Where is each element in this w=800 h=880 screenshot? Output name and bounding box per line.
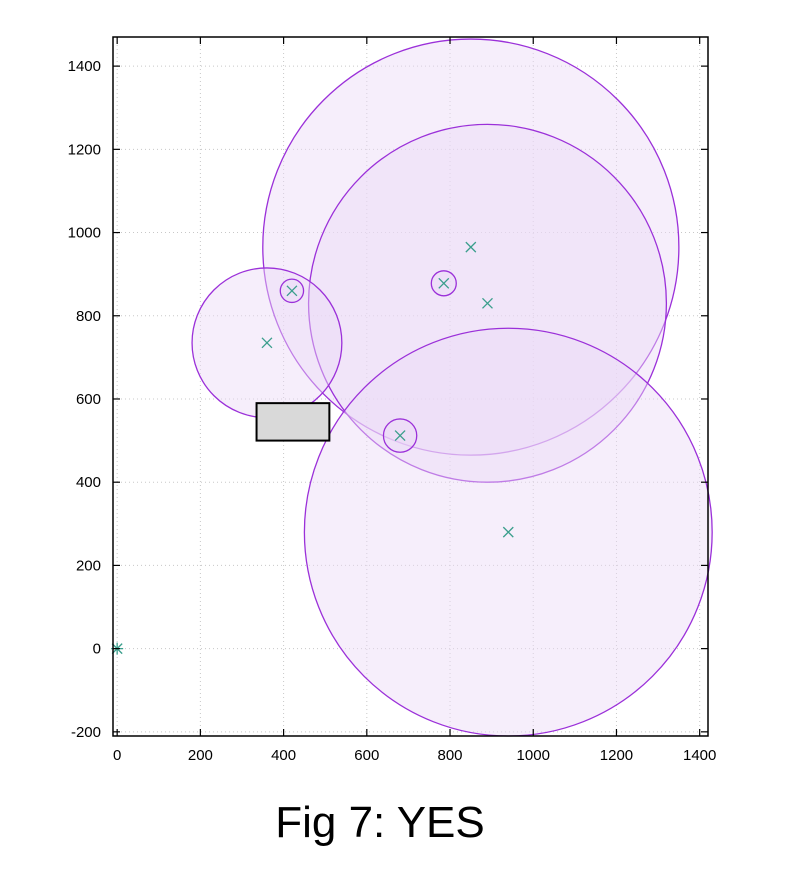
point-marker-stroke <box>482 297 493 309</box>
y-tick-label: 1000 <box>68 225 101 242</box>
point-marker <box>465 241 477 253</box>
point-marker <box>502 526 514 538</box>
y-tick-label: 200 <box>76 557 101 574</box>
y-tick-label: 1200 <box>68 141 101 158</box>
point-marker-stroke <box>394 430 406 442</box>
y-tick-label: -200 <box>71 724 101 741</box>
x-tick-label: 200 <box>188 747 213 764</box>
point-marker <box>394 430 406 442</box>
x-tick-label: 400 <box>271 747 296 764</box>
point-marker-stroke <box>286 285 298 297</box>
point-marker <box>261 337 273 349</box>
x-tick-label: 1000 <box>517 747 550 764</box>
circles <box>191 38 713 737</box>
figure-caption: Fig 7: YES <box>275 798 485 847</box>
x-tick-label: 600 <box>354 747 379 764</box>
point-marker <box>438 277 450 289</box>
point-marker <box>286 285 298 297</box>
point-marker-stroke <box>438 277 450 289</box>
chart: 0 200 400 600 800 1000 1200 1400 -200 0 200 400 600 8… <box>68 36 717 764</box>
tick-labels: 0 200 400 600 800 1000 1200 1400 -200 0 200 400 600 8… <box>68 58 717 764</box>
plot-frame <box>112 36 709 737</box>
y-tick-label: 800 <box>76 308 101 325</box>
axes <box>112 36 709 737</box>
x-tick-label: 800 <box>438 747 463 764</box>
y-tick-label: 600 <box>76 391 101 408</box>
x-tick-label: 1400 <box>683 747 716 764</box>
x-tick-label: 0 <box>113 747 121 764</box>
obstacle-rectangle <box>255 402 331 442</box>
point-marker-stroke <box>465 241 477 253</box>
rectangle-layer <box>255 402 331 442</box>
point-marker-stroke <box>261 337 273 349</box>
point-marker <box>482 297 493 309</box>
y-tick-label: 1400 <box>68 58 101 75</box>
grid <box>113 37 708 736</box>
x-tick-label: 1200 <box>600 747 633 764</box>
point-marker-stroke <box>502 526 514 538</box>
y-tick-label: 400 <box>76 474 101 491</box>
y-tick-label: 0 <box>93 641 101 658</box>
